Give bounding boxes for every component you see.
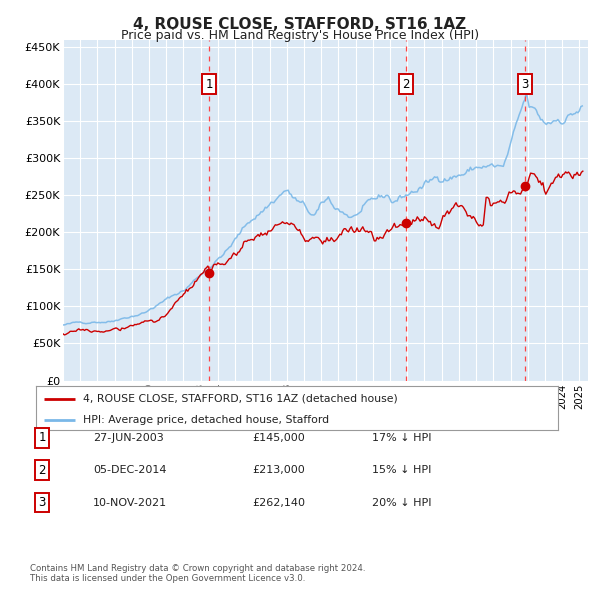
- Text: 15% ↓ HPI: 15% ↓ HPI: [372, 466, 431, 475]
- Text: 1: 1: [205, 77, 213, 90]
- Text: 3: 3: [38, 496, 46, 509]
- Text: £145,000: £145,000: [252, 433, 305, 442]
- Text: 05-DEC-2014: 05-DEC-2014: [93, 466, 167, 475]
- Text: 2: 2: [38, 464, 46, 477]
- Text: Price paid vs. HM Land Registry's House Price Index (HPI): Price paid vs. HM Land Registry's House …: [121, 30, 479, 42]
- Text: £262,140: £262,140: [252, 498, 305, 507]
- Text: Contains HM Land Registry data © Crown copyright and database right 2024.
This d: Contains HM Land Registry data © Crown c…: [30, 563, 365, 583]
- Text: 4, ROUSE CLOSE, STAFFORD, ST16 1AZ: 4, ROUSE CLOSE, STAFFORD, ST16 1AZ: [133, 17, 467, 31]
- Text: 20% ↓ HPI: 20% ↓ HPI: [372, 498, 431, 507]
- Text: 4, ROUSE CLOSE, STAFFORD, ST16 1AZ (detached house): 4, ROUSE CLOSE, STAFFORD, ST16 1AZ (deta…: [83, 394, 398, 404]
- Text: 1: 1: [38, 431, 46, 444]
- Text: 10-NOV-2021: 10-NOV-2021: [93, 498, 167, 507]
- Text: 3: 3: [521, 77, 529, 90]
- Text: HPI: Average price, detached house, Stafford: HPI: Average price, detached house, Staf…: [83, 415, 329, 425]
- Text: £213,000: £213,000: [252, 466, 305, 475]
- Text: 17% ↓ HPI: 17% ↓ HPI: [372, 433, 431, 442]
- Text: 2: 2: [402, 77, 410, 90]
- Text: 27-JUN-2003: 27-JUN-2003: [93, 433, 164, 442]
